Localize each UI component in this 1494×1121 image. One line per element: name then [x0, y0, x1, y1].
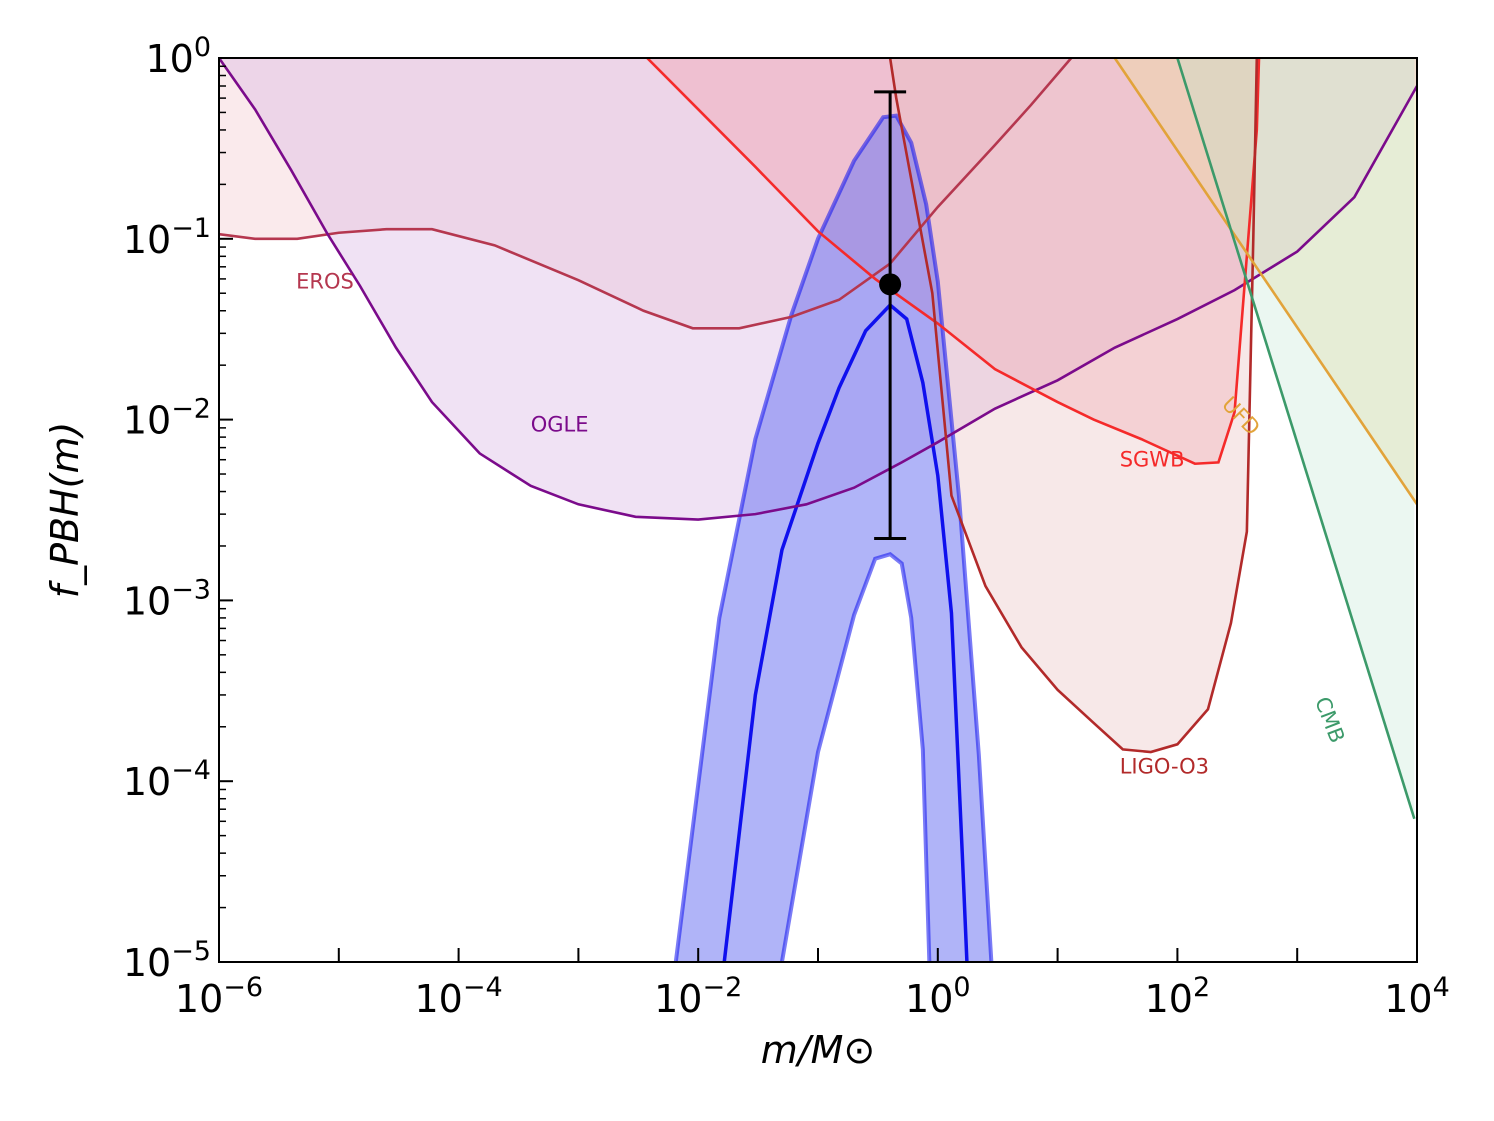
axis-ticks: [218, 57, 1418, 963]
x-tick-label: 104: [1384, 972, 1450, 1021]
x-tick-label: 10−4: [415, 972, 503, 1021]
line-ligo-o3: [888, 58, 1259, 754]
error-bar-group: [874, 90, 907, 540]
y-tick-label: 10−2: [123, 394, 211, 443]
line-sgwb: [646, 58, 1261, 466]
fill-sgwb: [647, 58, 1260, 464]
constraint-lines: [219, 58, 1417, 820]
line-ogle: [219, 58, 1417, 521]
x-tick-label: 102: [1145, 972, 1211, 1021]
label-eros: EROS: [296, 270, 354, 294]
y-tick-label: 10−5: [123, 936, 211, 985]
y-axis-label: f_PBH(m): [43, 422, 87, 599]
y-tick-label: 10−4: [123, 755, 211, 804]
label-cmb: CMB: [1310, 694, 1349, 747]
label-sgwb: SGWB: [1120, 448, 1185, 472]
point-estimate-marker: [879, 273, 902, 296]
posterior-lower-bound: [779, 552, 932, 962]
label-ligo-o3: LIGO-O3: [1120, 755, 1209, 779]
x-tick-label: 10−2: [654, 972, 742, 1021]
line-ufd: [1113, 58, 1417, 506]
x-tick-label: 10−6: [175, 972, 263, 1021]
y-tick-label: 10−3: [123, 574, 211, 623]
label-ogle: OGLE: [531, 412, 589, 436]
x-axis-label: m/M⊙: [761, 1028, 875, 1072]
line-cmb: [1176, 58, 1416, 820]
fill-ligo-o3: [890, 58, 1257, 753]
y-tick-label: 100: [145, 32, 211, 81]
tick-labels: 10−6 10−4 10−2 100 102 104 100 10−1 10−2 10−3 10−4…: [123, 32, 1450, 1021]
y-tick-label: 10−1: [123, 213, 211, 262]
posterior-band-fill: [675, 115, 992, 962]
line-eros: [219, 58, 1073, 330]
x-tick-label: 100: [905, 972, 971, 1021]
